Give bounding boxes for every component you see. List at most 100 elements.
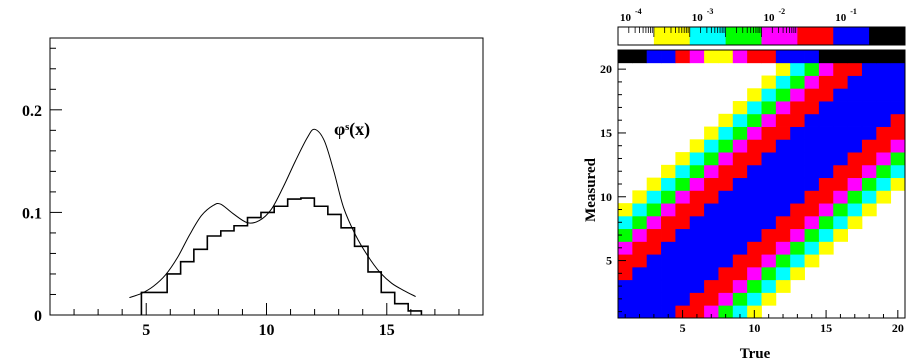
heatmap-cell xyxy=(847,190,863,204)
heatmap-cell xyxy=(646,266,662,281)
heatmap-cell xyxy=(804,113,820,127)
heatmap-cell xyxy=(818,88,834,102)
heatmap-cell xyxy=(646,203,662,217)
heatmap-cell xyxy=(847,203,863,217)
heatmap-cell xyxy=(861,126,877,140)
heatmap-cell xyxy=(646,190,662,204)
heatmap-cell xyxy=(632,279,648,293)
heatmap-cell xyxy=(833,190,848,204)
heatmap-cell xyxy=(704,266,719,281)
scale-swatch xyxy=(653,27,691,45)
histogram-steps xyxy=(140,197,423,315)
heatmap-cell xyxy=(876,88,892,102)
heatmap-cell xyxy=(833,62,848,76)
heatmap-cell xyxy=(704,254,719,268)
heatmap-cell xyxy=(689,50,705,64)
heatmap-cell xyxy=(747,139,762,153)
heatmap-cell xyxy=(876,139,892,153)
heatmap-cell xyxy=(790,241,805,255)
heatmap-cell xyxy=(747,113,762,127)
heatmap-cell xyxy=(732,164,748,179)
heatmap-x-tick-label: 20 xyxy=(892,321,904,335)
heatmap-cell xyxy=(747,203,762,217)
heatmap-cell xyxy=(833,88,848,102)
heatmap-cell xyxy=(761,88,777,102)
heatmap-cell xyxy=(689,254,705,268)
heatmap-cell xyxy=(732,241,748,255)
heatmap-cell xyxy=(718,266,734,281)
heatmap-cell xyxy=(689,164,705,179)
heatmap-cell xyxy=(833,113,848,127)
heatmap-cell xyxy=(704,50,719,64)
heatmap-cell xyxy=(775,254,791,268)
heatmap-cell xyxy=(718,177,734,191)
heatmap-cell xyxy=(732,177,748,191)
heatmap-cell xyxy=(661,292,676,306)
heatmap-cell xyxy=(761,113,777,127)
heatmap-cell xyxy=(761,101,777,115)
heatmap-cell xyxy=(675,228,691,242)
heatmap-cell xyxy=(732,266,748,281)
heatmap-cell xyxy=(775,50,791,64)
heatmap-cell xyxy=(661,203,676,217)
heatmap-cell xyxy=(804,50,820,64)
heatmap-cell xyxy=(661,164,676,179)
heatmap-cell xyxy=(704,139,719,153)
phi-curve-path xyxy=(129,128,416,299)
heatmap-cell xyxy=(818,50,834,64)
scale-swatch xyxy=(689,27,727,45)
heatmap-cell xyxy=(661,190,676,204)
heatmap-cell xyxy=(618,228,633,242)
heatmap-cell xyxy=(775,266,791,281)
heatmap-cell xyxy=(718,279,734,293)
heatmap-cell xyxy=(661,228,676,242)
heatmap-cell xyxy=(747,254,762,268)
heatmap-cell xyxy=(761,177,777,191)
heatmap-cell xyxy=(847,113,863,127)
heatmap-cell xyxy=(675,190,691,204)
heatmap-cell xyxy=(618,266,633,281)
heatmap-cell xyxy=(632,215,648,230)
scale-label: 10 xyxy=(764,12,776,24)
scale-label: 10 xyxy=(620,12,632,24)
phi-annotation: φˢ(x) xyxy=(334,119,370,140)
heatmap-cell xyxy=(732,279,748,293)
heatmap-cell xyxy=(761,50,777,64)
heatmap-cell xyxy=(618,279,633,293)
heatmap-cell xyxy=(804,62,820,76)
heatmap-cell xyxy=(890,113,906,127)
heatmap-cell xyxy=(689,203,705,217)
heatmap-cell xyxy=(718,254,734,268)
heatmap-cell xyxy=(847,126,863,140)
heatmap-cell xyxy=(675,266,691,281)
heatmap-cell xyxy=(732,254,748,268)
heatmap-cell xyxy=(747,164,762,179)
scale-label-exponent: -1 xyxy=(850,7,857,16)
heatmap-cell xyxy=(790,50,805,64)
heatmap-cell xyxy=(718,228,734,242)
heatmap-cell xyxy=(804,190,820,204)
heatmap-cell xyxy=(804,228,820,242)
heatmap-cell xyxy=(618,50,633,64)
heatmap-cell xyxy=(632,190,648,204)
scale-label-exponent: -4 xyxy=(635,7,642,16)
heatmap-cell xyxy=(661,279,676,293)
heatmap-cell xyxy=(661,215,676,230)
heatmap-cell xyxy=(704,126,719,140)
heatmap-cell xyxy=(818,241,834,255)
heatmap-cell xyxy=(876,126,892,140)
heatmap-cell xyxy=(890,88,906,102)
heatmap-cell xyxy=(876,177,892,191)
heatmap-cell xyxy=(833,177,848,191)
heatmap-x-tick-label: 10 xyxy=(748,321,760,335)
heatmap-cell xyxy=(847,164,863,179)
heatmap-cell xyxy=(718,126,734,140)
heatmap-cell xyxy=(761,152,777,166)
heatmap-cell xyxy=(732,101,748,115)
heatmap-cell xyxy=(732,152,748,166)
heatmap-cell xyxy=(732,292,748,306)
heatmap-cell xyxy=(818,190,834,204)
heatmap-cell xyxy=(718,139,734,153)
heatmap-cell xyxy=(833,203,848,217)
